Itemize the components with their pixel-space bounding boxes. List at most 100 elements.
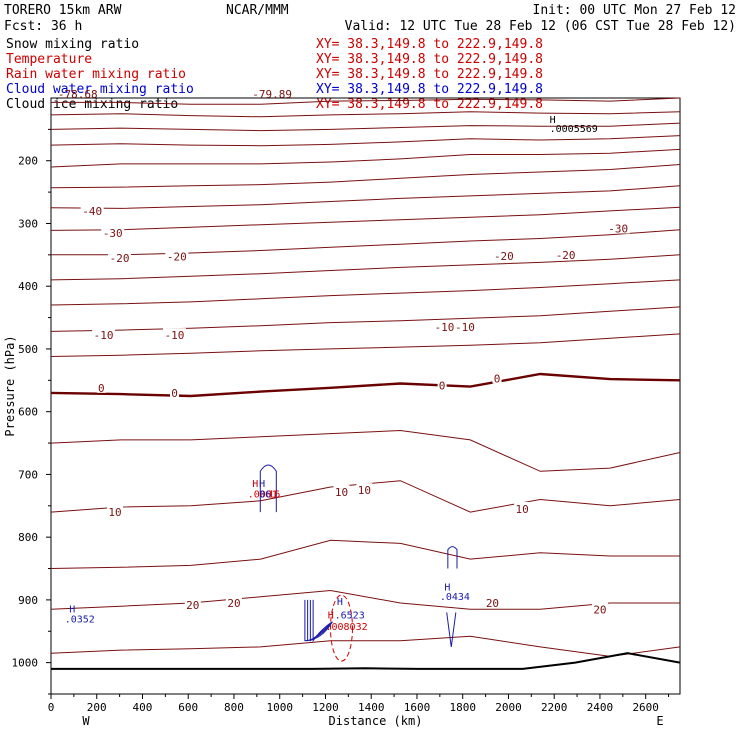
isotherm-line [50, 164, 681, 189]
x-tick-label: 2200 [541, 701, 568, 714]
isotherm-line [50, 589, 680, 610]
extremum-label: H [550, 115, 556, 126]
temp-label: 0 [494, 372, 501, 385]
temp-label: 20 [227, 597, 240, 610]
isotherm-line [50, 206, 681, 231]
extremum-label: .0434 [440, 592, 470, 603]
ground-line [51, 652, 681, 670]
cloud-water-contour [259, 464, 277, 513]
temp-label-bg [514, 501, 531, 514]
extremum-label: H [69, 604, 75, 615]
isotherm-line [50, 122, 681, 132]
temp-label: 10 [108, 506, 121, 519]
cloud-water-contour [446, 612, 457, 648]
temp-label-bg [108, 250, 132, 263]
field-name: Temperature [6, 52, 92, 67]
temp-label: -40 [82, 205, 102, 218]
temp-label: -20 [556, 249, 576, 262]
temp-label: 20 [186, 599, 199, 612]
x-tick-label: 0 [48, 701, 55, 714]
isotherm-line [50, 333, 681, 357]
isotherm-line [51, 229, 681, 256]
isotherm-line [50, 279, 681, 306]
org-label: NCAR/MMM [226, 3, 289, 18]
x-tick-label: 1400 [358, 701, 385, 714]
temp-label: 10 [516, 503, 529, 516]
extremum-label: .0352 [65, 614, 95, 625]
extremum-label: H [337, 597, 343, 608]
init-time: Init: 00 UTC Mon 27 Feb 12 [533, 3, 737, 18]
y-tick-label: 1000 [12, 657, 39, 670]
temp-label-bg [80, 203, 104, 216]
field-name: Cloud ice mixing ratio [6, 97, 178, 112]
zero-isotherm-line [50, 372, 681, 398]
temp-label-bg [432, 319, 456, 332]
y-tick-label: 300 [18, 217, 38, 230]
temp-label: -10 [94, 329, 114, 342]
isotherm-line [50, 539, 680, 569]
temp-label-bg [437, 378, 447, 391]
isotherm-line [50, 135, 681, 147]
temp-label: -10 [165, 329, 185, 342]
isotherm-line [50, 306, 681, 332]
temp-label-bg [92, 328, 116, 341]
isotherm-line [51, 97, 681, 105]
west-label: W [82, 714, 90, 728]
extremum-label: .6523 [335, 611, 365, 622]
temp-label: -30 [608, 222, 628, 235]
temp-label: -30 [103, 227, 123, 240]
temp-label-bg [591, 602, 608, 615]
isotherm-line [50, 185, 681, 209]
extremum-label: .008032 [325, 622, 367, 633]
top-label: -78.68 [58, 88, 98, 101]
isotherm-line [50, 429, 681, 472]
isotherm-line [50, 254, 681, 281]
field-name: Cloud water mixing ratio [6, 82, 194, 97]
isotherm-line [50, 111, 681, 118]
x-tick-label: 200 [87, 701, 107, 714]
x-tick-label: 2400 [587, 701, 614, 714]
y-tick-label: 200 [18, 155, 38, 168]
temp-label-bg [184, 597, 201, 610]
temp-label-bg [492, 371, 502, 384]
x-tick-label: 2000 [495, 701, 522, 714]
field-name: Rain water mixing ratio [6, 67, 186, 82]
cloud-water-contour [447, 546, 458, 569]
temp-label-bg [554, 247, 578, 260]
x-tick-label: 600 [178, 701, 198, 714]
temp-label-bg [225, 596, 242, 609]
extremum-label: H [252, 479, 258, 490]
field-xy: XY= 38.3,149.8 to 222.9,149.8 [316, 82, 543, 97]
isotherm-line [50, 148, 681, 168]
forecast-hour: Fcst: 36 h [4, 19, 82, 34]
x-tick-label: 400 [133, 701, 153, 714]
temp-label: 20 [486, 597, 499, 610]
rain-contour [329, 594, 353, 662]
field-xy: XY= 38.3,149.8 to 222.9,149.8 [316, 37, 543, 52]
x-tick-label: 1600 [404, 701, 431, 714]
model-title: TORERO 15km ARW [4, 3, 122, 18]
temp-label-bg [170, 385, 180, 398]
temp-label: 0 [439, 379, 446, 392]
temp-label-bg [606, 221, 630, 234]
temp-label: -20 [110, 252, 130, 265]
extremum-label: H [444, 582, 450, 593]
temp-label-bg [453, 319, 477, 332]
x-axis-label: Distance (km) [329, 714, 423, 728]
temp-label: 10 [335, 486, 348, 499]
y-tick-label: 900 [18, 594, 38, 607]
extremum-label: 16 [268, 490, 280, 501]
temp-label-bg [333, 484, 350, 497]
temp-label-bg [484, 596, 501, 609]
temp-label-bg [492, 249, 516, 262]
temp-label-bg [163, 328, 187, 341]
y-tick-label: 500 [18, 343, 38, 356]
temp-label-bg [101, 225, 125, 238]
extremum-label: .0005569 [550, 124, 598, 135]
y-axis-label: Pressure (hPa) [3, 335, 17, 436]
y-tick-label: 700 [18, 468, 38, 481]
temp-label: -10 [455, 321, 475, 334]
x-tick-label: 1800 [449, 701, 476, 714]
